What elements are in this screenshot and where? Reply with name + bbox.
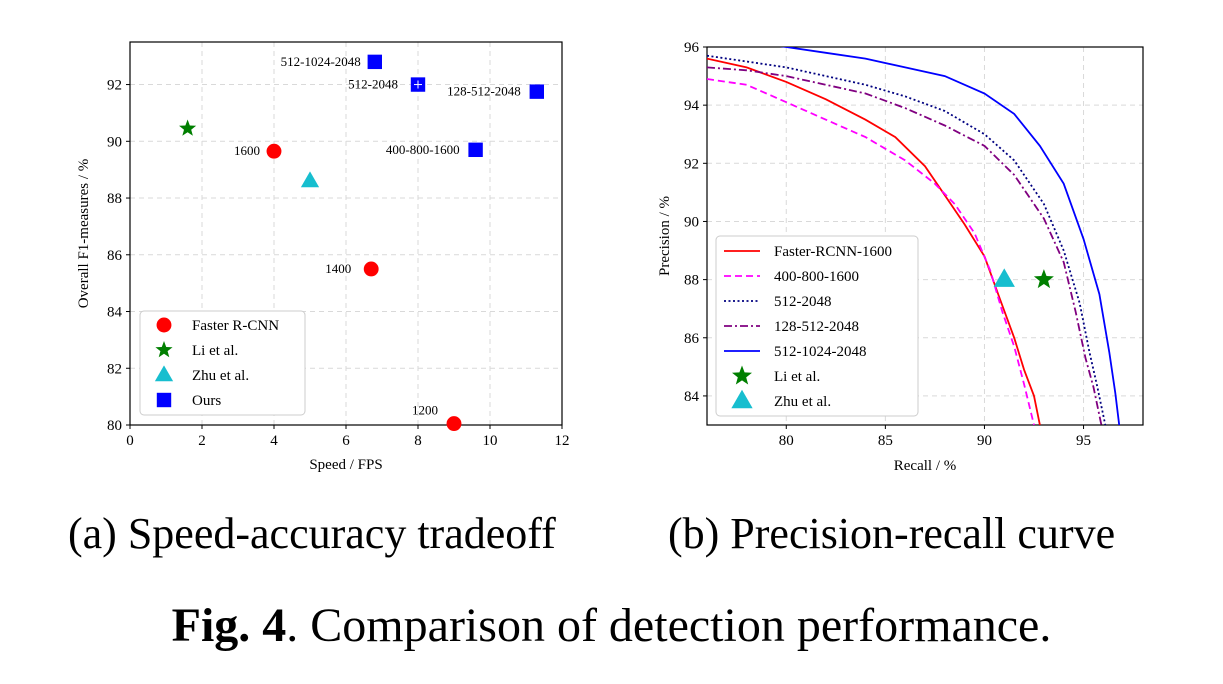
legend-label: Li et al. bbox=[192, 343, 238, 359]
series-line bbox=[780, 47, 1121, 425]
x-tick-label: 10 bbox=[483, 433, 498, 449]
y-tick-label: 92 bbox=[107, 78, 122, 94]
data-label: 128-512-2048 bbox=[447, 84, 521, 99]
legend-marker-triangle bbox=[154, 365, 174, 382]
x-tick-label: 2 bbox=[198, 433, 206, 449]
x-tick-label: 8 bbox=[414, 433, 422, 449]
plot-frame bbox=[706, 46, 1144, 426]
legend-label: Ours bbox=[192, 393, 221, 409]
y-tick-label: 88 bbox=[684, 273, 699, 289]
data-point-triangle bbox=[300, 171, 320, 188]
series-line bbox=[707, 54, 1107, 425]
series-line bbox=[707, 57, 1041, 425]
y-tick-label: 96 bbox=[684, 40, 700, 56]
legend-label: Li et al. bbox=[774, 369, 820, 385]
x-tick-label: 12 bbox=[555, 433, 570, 449]
y-axis-label: Overall F1-measures / % bbox=[76, 159, 92, 309]
data-point-circle bbox=[363, 261, 379, 277]
data-label: 400-800-1600 bbox=[386, 142, 460, 157]
legend-marker-star bbox=[732, 365, 752, 385]
y-tick-label: 84 bbox=[107, 305, 123, 321]
x-tick-label: 6 bbox=[342, 433, 350, 449]
figure-caption-label: Fig. 4 bbox=[171, 599, 287, 652]
legend-label: Zhu et al. bbox=[774, 394, 831, 410]
legend-label: Faster R-CNN bbox=[192, 318, 279, 334]
y-tick-label: 92 bbox=[684, 156, 699, 172]
speed-accuracy-chart: 0 2 4 6 8 10 12 80 82 84 86 88 90 92 Speed / FPS Overal… bbox=[76, 41, 570, 473]
x-axis-label: Recall / % bbox=[894, 458, 956, 474]
legend-marker-star bbox=[155, 341, 173, 358]
precision-recall-chart: 80 85 90 95 84 86 88 90 92 94 96 Recall / % Precisio… bbox=[657, 40, 1144, 474]
data-point-triangle bbox=[993, 268, 1015, 287]
data-label: 512-1024-2048 bbox=[281, 54, 361, 69]
legend-marker-circle bbox=[156, 317, 172, 333]
subcaption-a: (a) Speed-accuracy tradeoff bbox=[68, 509, 556, 558]
x-tick-label: 0 bbox=[126, 433, 134, 449]
legend-marker-square bbox=[156, 392, 172, 408]
legend-box bbox=[139, 310, 306, 416]
data-label: 1400 bbox=[325, 261, 351, 276]
x-tick-label: 80 bbox=[779, 433, 794, 449]
x-tick-label: 85 bbox=[878, 433, 893, 449]
data-label: 1200 bbox=[412, 403, 438, 418]
legend-marker-triangle bbox=[731, 389, 753, 409]
series-line bbox=[707, 66, 1103, 425]
legend-label: Faster-RCNN-1600 bbox=[774, 244, 892, 260]
x-tick-label: 95 bbox=[1076, 433, 1091, 449]
plot-area bbox=[707, 47, 1121, 425]
y-tick-label: 80 bbox=[107, 418, 122, 434]
legend-label: 512-2048 bbox=[774, 294, 832, 310]
y-tick-label: 82 bbox=[107, 361, 122, 377]
data-label: 1600 bbox=[234, 143, 260, 158]
data-label: 512-2048 bbox=[348, 77, 398, 92]
y-tick-label: 84 bbox=[684, 389, 700, 405]
y-tick-label: 86 bbox=[107, 248, 123, 264]
data-point-square bbox=[468, 142, 483, 158]
y-tick-label: 90 bbox=[684, 214, 699, 230]
legend-label: 400-800-1600 bbox=[774, 269, 859, 285]
data-point-circle bbox=[266, 143, 282, 159]
data-point-circle bbox=[446, 416, 462, 432]
data-point-square bbox=[367, 54, 382, 70]
figure-caption: Fig. 4. Comparison of detection performa… bbox=[0, 598, 1223, 653]
data-point-star bbox=[179, 119, 197, 136]
y-tick-label: 90 bbox=[107, 134, 122, 150]
legend-label: 512-1024-2048 bbox=[774, 344, 867, 360]
subcaption-b: (b) Precision-recall curve bbox=[668, 509, 1116, 558]
data-point-star bbox=[1033, 269, 1054, 289]
y-axis-label: Precision / % bbox=[657, 196, 673, 276]
data-point-square bbox=[529, 84, 544, 99]
legend-label: Zhu et al. bbox=[192, 368, 249, 384]
x-tick-label: 90 bbox=[977, 433, 992, 449]
legend-box bbox=[715, 235, 919, 417]
y-tick-label: 94 bbox=[684, 98, 700, 114]
plot-frame bbox=[129, 41, 563, 426]
series-line bbox=[707, 78, 1035, 425]
figure-caption-text: . Comparison of detection performance. bbox=[286, 599, 1052, 652]
legend-label: 128-512-2048 bbox=[774, 319, 859, 335]
y-tick-label: 86 bbox=[684, 331, 700, 347]
y-tick-label: 88 bbox=[107, 191, 122, 207]
x-tick-label: 4 bbox=[270, 433, 278, 449]
x-axis-label: Speed / FPS bbox=[309, 457, 382, 473]
